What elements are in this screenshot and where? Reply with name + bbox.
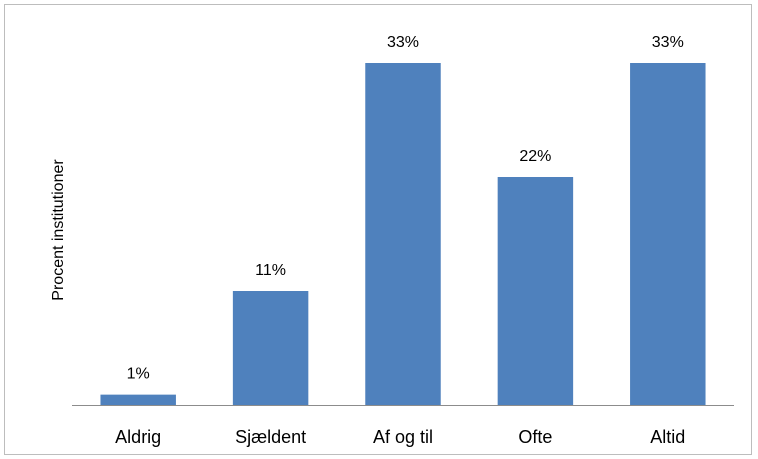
data-label-2: 33% [387,34,419,51]
data-label-3: 22% [519,148,551,165]
data-label-4: 33% [652,34,684,51]
x-tick-label-0: Aldrig [115,427,161,447]
y-axis-title: Procent institutioner [50,159,67,301]
x-tick-label-3: Ofte [518,427,552,447]
bar-0 [100,394,176,405]
x-tick-labels-group: Aldrig Sjældent Af og til Ofte Altid [115,427,685,447]
bar-2 [365,63,441,405]
bar-1 [232,291,309,405]
x-tick-label-4: Altid [650,427,685,447]
bars-group [100,63,706,405]
data-label-1: 11% [255,262,286,279]
bar-3 [497,177,574,405]
data-label-0: 1% [127,366,150,383]
x-tick-label-2: Af og til [373,427,433,447]
x-tick-label-1: Sjældent [235,427,306,447]
data-labels-group: 1% 11% 33% 22% 33% [127,34,684,383]
bar-4 [630,63,706,405]
